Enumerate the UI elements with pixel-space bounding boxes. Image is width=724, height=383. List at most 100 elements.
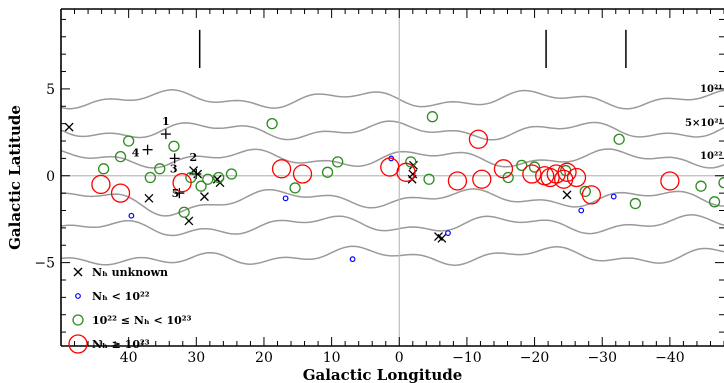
x-tick-label: −40 [655, 350, 685, 366]
data-point-red-circle [522, 164, 542, 184]
data-point-blue-dot [349, 256, 356, 263]
data-point-red-circle [271, 159, 292, 179]
y-axis-title: Galactic Latitude [6, 105, 24, 250]
data-point-x [562, 190, 572, 200]
data-point-plus [174, 188, 185, 199]
data-point-blue-dot [445, 230, 451, 236]
source-label: 4 [132, 147, 140, 160]
axis-ticks: 40 30 20 10 0 −10 −20 −30 −40 −5 0 5 [34, 9, 724, 366]
data-point-green-circle [321, 166, 334, 178]
data-point-green-circle [225, 168, 238, 180]
data-point-green-circle [695, 180, 707, 192]
data-point-green-circle [613, 133, 625, 145]
contour-label: 10²² [700, 151, 723, 162]
data-point-green-circle [516, 159, 528, 171]
data-point-green-circle [426, 111, 439, 123]
x-mark-stroke [199, 192, 209, 202]
data-point-red-circle [396, 162, 416, 182]
contour-line [60, 120, 724, 141]
data-point-green-circle [97, 163, 110, 175]
data-point-green-circle [332, 156, 344, 168]
data-point-plus [160, 129, 171, 140]
data-point-red-circle [581, 185, 602, 205]
legend: Nₕ unknown Nₕ < 10²² 10²² ≤ Nₕ < 10²³ Nₕ ≥ … [68, 266, 192, 354]
data-point-green-circle [718, 177, 724, 189]
data-point-plus [169, 153, 180, 164]
data-point-green-circle [405, 156, 417, 168]
data-point-green-circle [202, 173, 214, 185]
data-point-green-circle [579, 185, 591, 198]
x-tick-label: −20 [520, 350, 550, 366]
y-tick-label: 5 [46, 82, 55, 98]
x-tick-label: 10 [323, 350, 341, 366]
x-mark-stroke [184, 216, 194, 226]
x-mark-stroke [64, 122, 74, 132]
data-point-green-circle [629, 197, 642, 210]
data-point-green-circle [289, 182, 301, 194]
data-point-red-circle [557, 162, 577, 182]
data-point-red-circle [110, 183, 131, 203]
data-point-red-circle [468, 129, 489, 149]
data-point-x [144, 193, 154, 203]
data-point-red-circle [91, 174, 111, 195]
vertical-markers [198, 29, 627, 69]
source-label: 2 [189, 151, 197, 164]
data-point-red-circle [447, 171, 468, 191]
data-point-green-circle [423, 173, 435, 185]
data-point-red-circle [566, 167, 587, 188]
x-mark-stroke [144, 193, 154, 203]
x-mark-stroke [73, 267, 83, 277]
data-point-red-circle [292, 164, 313, 184]
data-point-blue-dot [610, 193, 617, 200]
data-point-green-circle [178, 206, 190, 218]
data-point-x [64, 122, 74, 132]
legend-marker-green-circle [72, 314, 84, 326]
legend-label: Nₕ unknown [92, 266, 168, 279]
data-point-green-circle [114, 151, 127, 163]
source-label: 3 [170, 162, 178, 175]
data-point-green-circle [708, 196, 721, 208]
data-point-blue-dot [128, 212, 135, 219]
data-point-red-circle [660, 171, 680, 191]
x-tick-label: −30 [587, 350, 617, 366]
x-tick-label: 30 [187, 350, 205, 366]
data-point-plus [142, 144, 153, 155]
contour-label: 5×10²¹ [685, 118, 723, 129]
x-tick-label: 20 [255, 350, 273, 366]
data-point-green-circle [195, 180, 207, 192]
data-point-blue-dot [282, 195, 289, 202]
legend-marker-x [73, 267, 83, 277]
data-point-green-circle [123, 135, 135, 147]
contour-line [60, 214, 724, 237]
contour-labels: 10²¹ 5×10²¹ 10²² [685, 84, 723, 162]
legend-marker-red-circle [68, 334, 88, 354]
contour-line [60, 245, 724, 266]
contour-label: 10²¹ [700, 84, 723, 95]
contour-line [60, 188, 724, 217]
x-tick-label: 40 [120, 350, 138, 366]
legend-label: Nₕ < 10²² [92, 290, 150, 303]
x-tick-label: −10 [452, 350, 482, 366]
data-point-green-circle [144, 171, 156, 184]
x-tick-label: 0 [395, 350, 404, 366]
source-label: 1 [162, 115, 170, 128]
reference-lines [61, 9, 724, 346]
data-point-green-circle [528, 161, 541, 173]
x-mark-stroke [434, 232, 443, 242]
x-mark-stroke [437, 233, 447, 243]
contour-line [60, 148, 724, 169]
legend-label: 10²² ≤ Nₕ < 10²³ [92, 314, 192, 327]
data-point-x [434, 232, 443, 242]
legend-marker-blue-dot [75, 293, 81, 299]
data-point-red-circle [172, 173, 192, 193]
data-point-blue-dot [578, 207, 585, 214]
y-tick-label: −5 [34, 256, 55, 272]
contour-line [60, 89, 724, 110]
x-mark-stroke [562, 190, 572, 200]
data-points [64, 111, 724, 263]
column-density-contours [60, 89, 724, 266]
data-point-green-circle [168, 140, 180, 152]
data-point-x [184, 216, 194, 226]
